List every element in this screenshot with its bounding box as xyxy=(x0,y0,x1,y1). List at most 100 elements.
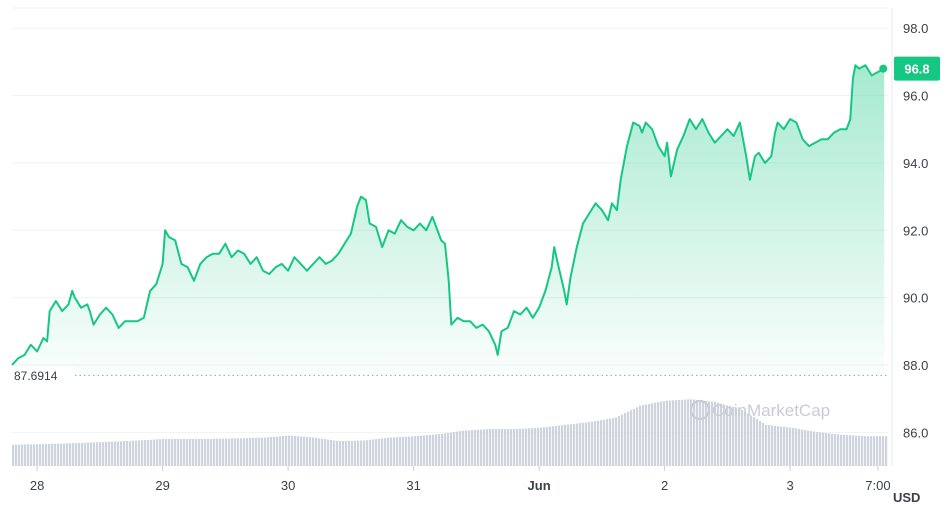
volume-bar xyxy=(816,432,819,466)
current-price-dot xyxy=(879,64,888,73)
volume-bar xyxy=(819,432,822,466)
volume-bar xyxy=(666,400,669,466)
volume-bar xyxy=(861,435,864,466)
volume-bar xyxy=(540,427,543,466)
volume-bar xyxy=(663,400,666,466)
volume-bar xyxy=(225,438,228,466)
volume-bar xyxy=(747,413,750,466)
volume-bar xyxy=(285,435,288,466)
volume-bar xyxy=(378,438,381,466)
volume-bar xyxy=(462,430,465,466)
volume-bar xyxy=(783,426,786,466)
volume-bar xyxy=(762,422,765,466)
volume-bar xyxy=(426,435,429,466)
volume-bar xyxy=(774,425,777,466)
volume-bar xyxy=(660,401,663,466)
volume-bar xyxy=(273,436,276,466)
volume-bar xyxy=(312,437,315,466)
volume-bar xyxy=(714,402,717,466)
volume-bar xyxy=(405,436,408,466)
volume-bar xyxy=(270,437,273,466)
volume-bar xyxy=(831,433,834,466)
volume-bar xyxy=(48,444,51,466)
volume-bar xyxy=(363,440,366,466)
volume-bar xyxy=(465,430,468,466)
y-tick-label: 86.0 xyxy=(903,425,928,440)
volume-bar xyxy=(189,439,192,466)
volume-bar xyxy=(531,428,534,466)
volume-bar xyxy=(21,444,24,466)
volume-bar xyxy=(669,400,672,466)
volume-bar xyxy=(174,439,177,466)
volume-bar xyxy=(408,436,411,466)
volume-bar xyxy=(510,429,513,466)
volume-bar xyxy=(432,434,435,466)
volume-bar xyxy=(744,411,747,466)
volume-bar xyxy=(96,442,99,466)
volume-bar xyxy=(261,437,264,466)
volume-bar xyxy=(558,425,561,466)
volume-bar xyxy=(705,400,708,466)
volume-bar xyxy=(264,437,267,466)
volume-bar xyxy=(423,435,426,466)
volume-bar xyxy=(417,435,420,466)
current-price-badge xyxy=(894,56,940,81)
volume-bar xyxy=(618,415,621,466)
volume-bar xyxy=(15,444,18,466)
volume-bar xyxy=(471,430,474,466)
volume-bar xyxy=(855,435,858,466)
volume-bar xyxy=(699,400,702,466)
volume-bar xyxy=(138,440,141,466)
volume-bar xyxy=(642,405,645,466)
volume-bar xyxy=(162,439,165,466)
volume-bar xyxy=(450,432,453,466)
y-tick-label: 96.0 xyxy=(903,89,928,104)
coinmarketcap-logo-icon xyxy=(689,399,711,421)
volume-bar xyxy=(213,438,216,466)
volume-bar xyxy=(114,441,117,466)
volume-bar xyxy=(480,429,483,466)
volume-bar xyxy=(444,433,447,466)
volume-bar xyxy=(243,438,246,466)
volume-bar xyxy=(675,400,678,466)
y-tick-label: 90.0 xyxy=(903,291,928,306)
volume-bar xyxy=(795,428,798,466)
volume-bar xyxy=(594,421,597,466)
volume-bar xyxy=(567,424,570,466)
volume-bar xyxy=(126,441,129,466)
volume-bar xyxy=(840,434,843,466)
volume-bar xyxy=(315,437,318,466)
volume-bar xyxy=(741,409,744,466)
x-tick-label: 3 xyxy=(786,478,793,493)
volume-bar xyxy=(294,435,297,466)
volume-bar xyxy=(168,439,171,466)
volume-bar xyxy=(654,402,657,466)
volume-bar xyxy=(858,435,861,466)
x-axis: 28 29 30 31 Jun 2 3 7:00 xyxy=(30,466,891,493)
volume-bar xyxy=(588,422,591,466)
volume-bar xyxy=(291,435,294,466)
volume-bar xyxy=(300,436,303,466)
volume-bar xyxy=(459,431,462,466)
volume-bar xyxy=(441,433,444,466)
volume-bar xyxy=(846,435,849,466)
volume-bar xyxy=(339,441,342,466)
volume-bar xyxy=(711,401,714,466)
volume-bar xyxy=(204,438,207,466)
volume-bar xyxy=(537,427,540,466)
volume-bar xyxy=(879,436,882,466)
volume-bar xyxy=(873,436,876,466)
volume-bar xyxy=(606,419,609,466)
volume-bar xyxy=(186,439,189,466)
y-axis: 86.0 88.0 90.0 92.0 94.0 96.0 98.0 xyxy=(903,21,928,440)
volume-bar xyxy=(684,399,687,466)
volume-bar xyxy=(549,426,552,466)
volume-bar xyxy=(222,438,225,466)
volume-bar xyxy=(342,441,345,466)
volume-bar xyxy=(798,428,801,466)
volume-bar xyxy=(570,424,573,466)
volume-bar xyxy=(771,425,774,466)
open-price-label-bg xyxy=(8,366,74,385)
volume-bar xyxy=(129,440,132,466)
